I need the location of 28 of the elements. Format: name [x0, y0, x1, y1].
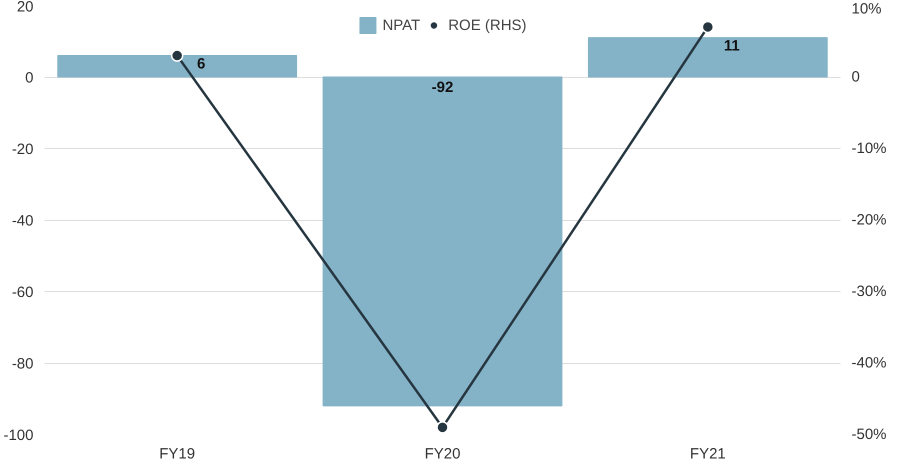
text: 11 — [724, 38, 740, 55]
y-tick-label: -60 — [12, 284, 34, 301]
x-tick-label: FY20 — [424, 446, 460, 462]
point — [170, 49, 184, 62]
y2-tick-label: -10% — [852, 140, 887, 157]
y2-tick-label: -20% — [852, 212, 887, 228]
text: 6 — [196, 56, 206, 73]
y-tick-label: -80 — [12, 356, 34, 372]
bar — [57, 55, 298, 78]
y2-tick-label: -30% — [852, 283, 887, 300]
x-tick-label: FY21 — [690, 446, 726, 462]
y-tick-label: 20 — [16, 0, 34, 16]
bar — [588, 37, 828, 78]
point — [436, 421, 449, 434]
y-tick-label: -40 — [12, 212, 34, 230]
x-tick-label: FY19 — [159, 446, 196, 462]
text: -92 — [432, 79, 454, 96]
y2-tick-label: -40% — [852, 354, 887, 372]
y-tick-label: -20 — [12, 141, 34, 158]
legend-label: NPAT — [382, 16, 420, 34]
y2-tick-label: 0 — [852, 68, 860, 86]
bar — [322, 76, 562, 406]
legend-label: ROE (RHS) — [448, 16, 527, 34]
y-tick-label: -100 — [3, 427, 34, 444]
y-tick-label: 0 — [25, 70, 34, 86]
point — [702, 20, 714, 34]
y2-tick-label: 10% — [852, 0, 882, 18]
y2-tick-label: -50% — [852, 426, 887, 443]
